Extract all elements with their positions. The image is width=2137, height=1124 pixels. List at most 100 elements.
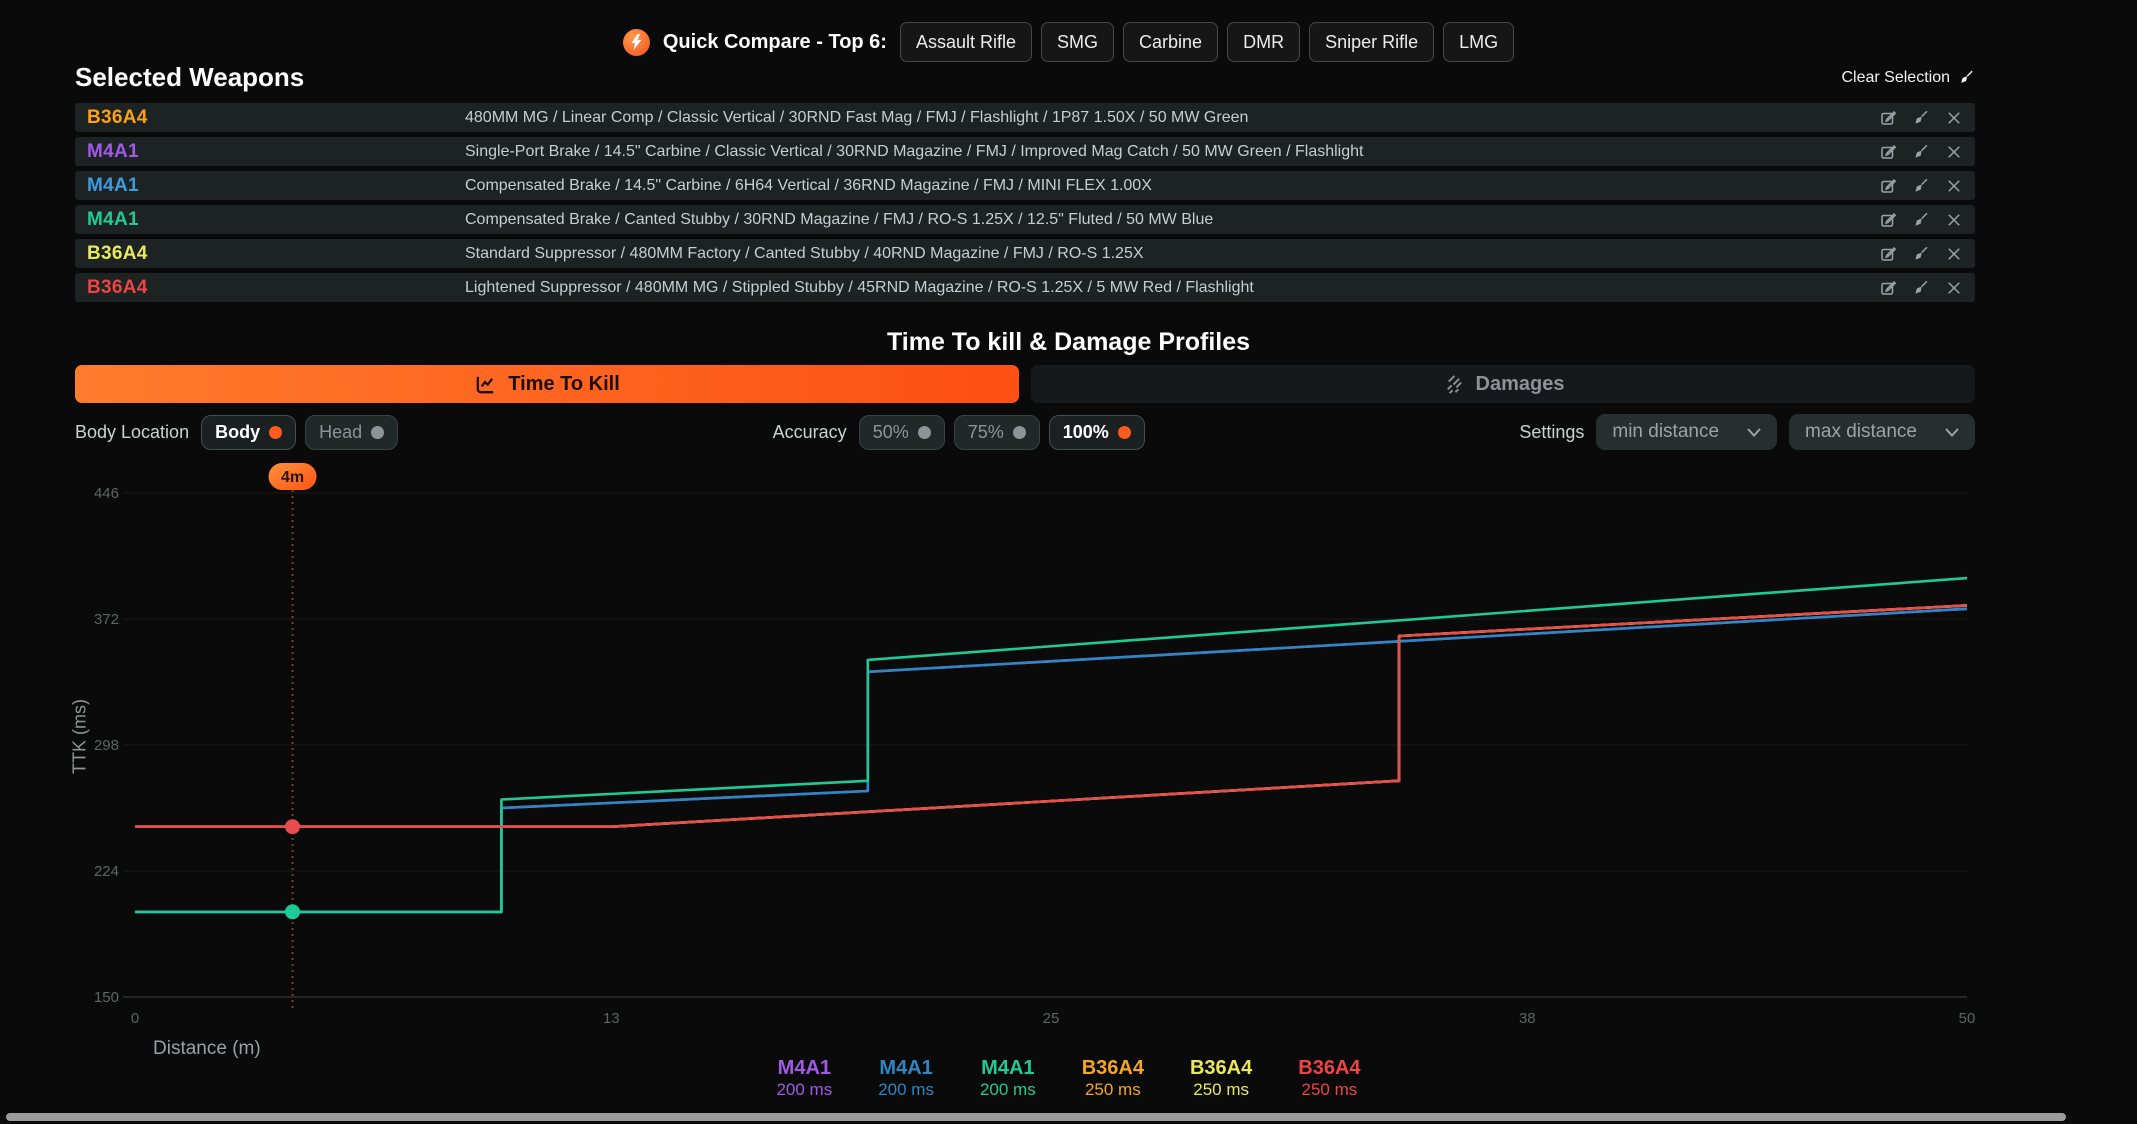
legend-entry-b36a4[interactable]: B36A4 250 ms	[1298, 1056, 1360, 1100]
legend-entry-m4a1[interactable]: M4A1 200 ms	[980, 1056, 1036, 1100]
settings-group: Settings min distance max distance	[1519, 414, 1975, 450]
y-axis-title: TTK (ms)	[69, 699, 90, 774]
close-icon[interactable]	[1945, 279, 1963, 297]
svg-text:298: 298	[94, 737, 119, 754]
body-location-group: Body Location Body Head	[75, 414, 399, 450]
quick-compare-bar: Quick Compare - Top 6: Assault Rifle SMG C…	[0, 22, 2137, 62]
svg-text:50: 50	[1959, 1010, 1975, 1027]
edit-icon[interactable]	[1879, 143, 1897, 161]
close-icon[interactable]	[1945, 177, 1963, 195]
legend-ttk-value: 250 ms	[1193, 1080, 1249, 1099]
section-title: Time To kill & Damage Profiles	[886, 328, 1251, 356]
weapon-loadout-description: Single-Port Brake / 14.5" Carbine / Clas…	[465, 142, 1364, 160]
weapon-loadout-description: 480MM MG / Linear Comp / Classic Vertica…	[465, 108, 1249, 126]
body-location-option-body[interactable]: Body	[201, 414, 297, 450]
dropdown-value: max distance	[1805, 421, 1917, 442]
tab-damages[interactable]: Damages	[1031, 365, 1975, 403]
svg-text:25: 25	[1043, 1010, 1060, 1027]
clear-icon[interactable]	[1912, 177, 1930, 195]
selected-weapons-list: B36A4 480MM MG / Linear Comp / Classic Ve…	[75, 103, 1975, 302]
edit-icon[interactable]	[1879, 211, 1897, 229]
svg-text:150: 150	[94, 989, 119, 1006]
edit-icon[interactable]	[1879, 279, 1897, 297]
svg-text:38: 38	[1519, 1010, 1536, 1027]
accuracy-option-75-[interactable]: 75%	[953, 414, 1040, 450]
weapon-row: B36A4 480MM MG / Linear Comp / Classic Ve…	[75, 103, 1975, 132]
distance-marker[interactable]: 4m	[268, 463, 317, 490]
legend-weapon-name: B36A4	[1081, 1057, 1144, 1079]
settings-dropdown-max-distance[interactable]: max distance	[1789, 414, 1975, 450]
legend-ttk-value: 250 ms	[1301, 1080, 1358, 1099]
quick-compare-button-dmr[interactable]: DMR	[1227, 22, 1301, 62]
status-dot	[1117, 425, 1131, 439]
edit-icon[interactable]	[1879, 245, 1897, 263]
weapon-row-actions	[1879, 177, 1963, 195]
legend-entry-b36a4[interactable]: B36A4 250 ms	[1190, 1056, 1252, 1100]
clear-icon[interactable]	[1912, 245, 1930, 263]
svg-text:0: 0	[131, 1010, 139, 1027]
weapon-row-actions	[1879, 143, 1963, 161]
settings-dropdown-min-distance[interactable]: min distance	[1596, 414, 1778, 450]
clear-icon[interactable]	[1912, 143, 1930, 161]
quick-compare-button-carbine[interactable]: Carbine	[1123, 22, 1219, 62]
horizontal-scrollbar[interactable]	[6, 1113, 2066, 1121]
accuracy-group: Accuracy 50% 75% 100%	[773, 414, 1145, 450]
weapon-loadout-description: Lightened Suppressor / 480MM MG / Stippl…	[465, 278, 1254, 296]
clear-icon[interactable]	[1912, 211, 1930, 229]
broom-icon	[1958, 69, 1975, 86]
chart-legend: M4A1 200 ms M4A1 200 ms M4A1 200 ms B36A4 250 m…	[0, 1056, 2137, 1100]
clear-icon[interactable]	[1912, 279, 1930, 297]
edit-icon[interactable]	[1879, 177, 1897, 195]
accuracy-option-label: 50%	[872, 421, 909, 442]
quick-compare-button-smg[interactable]: SMG	[1041, 22, 1115, 62]
status-dot	[371, 425, 385, 439]
svg-text:446: 446	[94, 485, 119, 502]
legend-weapon-name: B36A4	[1298, 1057, 1361, 1079]
weapon-row: M4A1 Compensated Brake / 14.5" Carbine / …	[75, 171, 1975, 200]
weapon-row: B36A4 Lightened Suppressor / 480MM MG / S…	[75, 273, 1975, 302]
quick-compare-button-assault-rifle[interactable]: Assault Rifle	[899, 22, 1033, 62]
close-icon[interactable]	[1945, 211, 1963, 229]
accuracy-option-label: 100%	[1062, 421, 1109, 442]
chevron-down-icon	[1747, 427, 1761, 437]
weapon-row-actions	[1879, 245, 1963, 263]
legend-ttk-value: 200 ms	[878, 1080, 934, 1099]
ttk-chart: TTK (ms) 150 224 298 372 446 0 13 25 38 50 4m Dist…	[70, 460, 1975, 1080]
status-dot	[269, 425, 283, 439]
legend-entry-b36a4[interactable]: B36A4 250 ms	[1082, 1056, 1144, 1100]
tab-time-to-kill-label: Time To Kill	[508, 372, 620, 395]
accuracy-option-100-[interactable]: 100%	[1048, 414, 1145, 450]
clear-icon[interactable]	[1912, 109, 1930, 127]
damage-hatch-icon	[1442, 373, 1465, 396]
weapon-name: B36A4	[87, 106, 148, 128]
accuracy-option-50-[interactable]: 50%	[858, 414, 945, 450]
tab-time-to-kill[interactable]: Time To Kill	[75, 365, 1019, 403]
close-icon[interactable]	[1945, 109, 1963, 127]
legend-entry-m4a1[interactable]: M4A1 200 ms	[878, 1056, 934, 1100]
status-dot	[1012, 425, 1026, 439]
lightning-icon	[622, 28, 650, 56]
close-icon[interactable]	[1945, 245, 1963, 263]
weapon-name: B36A4	[87, 276, 148, 298]
body-location-option-head[interactable]: Head	[305, 414, 399, 450]
settings-label: Settings	[1519, 421, 1585, 442]
body-location-label: Body Location	[75, 421, 190, 442]
quick-compare-button-sniper-rifle[interactable]: Sniper Rifle	[1309, 22, 1435, 62]
close-icon[interactable]	[1945, 143, 1963, 161]
svg-text:224: 224	[94, 863, 119, 880]
weapon-row: M4A1 Compensated Brake / Canted Stubby / …	[75, 205, 1975, 234]
page-title: Selected Weapons	[75, 62, 305, 92]
weapon-row-actions	[1879, 279, 1963, 297]
view-tabs: Time To Kill Damages	[75, 365, 1975, 403]
svg-text:13: 13	[603, 1010, 620, 1027]
edit-icon[interactable]	[1879, 109, 1897, 127]
accuracy-option-label: 75%	[967, 421, 1004, 442]
ttk-plot-area: 150 224 298 372 446 0 13 25 38 50 4m	[94, 463, 1975, 1027]
svg-text:372: 372	[94, 611, 119, 628]
weapon-loadout-description: Compensated Brake / 14.5" Carbine / 6H64…	[465, 176, 1152, 194]
weapon-name: M4A1	[87, 174, 139, 196]
legend-entry-m4a1[interactable]: M4A1 200 ms	[776, 1056, 832, 1100]
legend-weapon-name: B36A4	[1189, 1057, 1253, 1079]
clear-selection-button[interactable]: Clear Selection	[1842, 69, 1976, 87]
quick-compare-button-lmg[interactable]: LMG	[1443, 22, 1515, 62]
